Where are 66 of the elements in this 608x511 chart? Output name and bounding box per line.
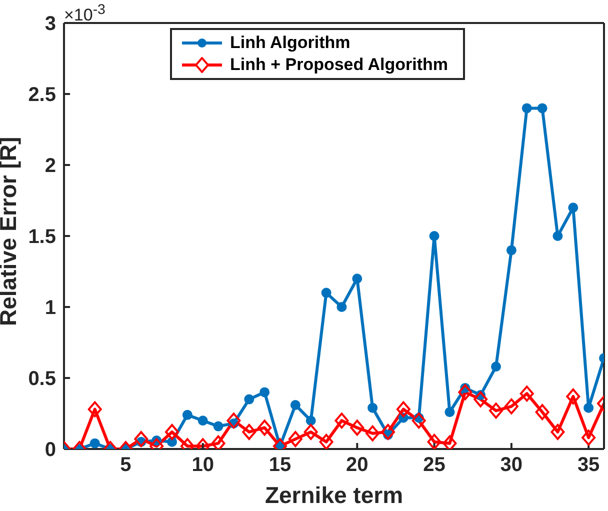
point (90, 438, 100, 448)
point (491, 362, 501, 372)
legend-label: Linh + Proposed Algorithm (230, 55, 448, 75)
point (182, 410, 192, 420)
point (352, 274, 362, 284)
y-tick-label: 2 (44, 155, 56, 178)
point (319, 434, 334, 449)
point (260, 387, 270, 398)
point (566, 388, 580, 404)
point (258, 420, 272, 436)
point (350, 420, 364, 436)
legend-label: Linh Algorithm (230, 33, 350, 53)
point (334, 412, 349, 429)
point (412, 412, 426, 429)
y-tick-label: 1.5 (28, 226, 56, 248)
point (381, 424, 395, 440)
y-tick-label: 0.5 (28, 368, 56, 390)
point (535, 404, 550, 420)
point (242, 424, 256, 440)
point (134, 431, 148, 448)
point (444, 407, 455, 418)
point (506, 245, 516, 256)
point (442, 435, 457, 449)
point (584, 402, 594, 413)
point (489, 402, 503, 419)
point (520, 386, 534, 402)
x-tick-label: 30 (500, 454, 523, 476)
x-tick-label: 25 (423, 454, 446, 476)
point (568, 202, 578, 213)
point (396, 401, 410, 418)
y-tick-label: 2.5 (28, 84, 56, 106)
point (288, 431, 302, 448)
point (165, 424, 179, 440)
point (244, 394, 254, 404)
x-axis-title: Zernike term (264, 482, 404, 508)
x-tick-label: 10 (192, 454, 214, 476)
x-tick-label: 20 (346, 454, 368, 476)
point (427, 434, 442, 449)
annotation: ×10$^{-3}$ (64, 2, 106, 26)
point (550, 424, 565, 440)
point (582, 430, 596, 446)
point (552, 231, 563, 241)
point (304, 424, 318, 440)
point (537, 103, 548, 114)
point (366, 425, 380, 442)
y-tick-label: 3 (44, 13, 56, 36)
point (290, 400, 300, 410)
point (522, 103, 532, 114)
point (306, 416, 316, 426)
x-tick-label: 15 (268, 454, 292, 476)
point (213, 421, 224, 432)
point (504, 398, 518, 414)
point (458, 384, 472, 400)
point (336, 302, 347, 312)
x-tick-label: 5 (120, 454, 132, 476)
point (198, 416, 208, 426)
x-tick-label: 35 (577, 454, 600, 476)
point (211, 435, 226, 449)
point (88, 401, 102, 418)
y-tick-label: 0 (44, 439, 56, 462)
point (368, 402, 378, 413)
point (321, 288, 332, 298)
point (429, 231, 440, 241)
point (226, 412, 241, 429)
point (474, 391, 488, 408)
y-tick-label: 1 (44, 297, 56, 320)
